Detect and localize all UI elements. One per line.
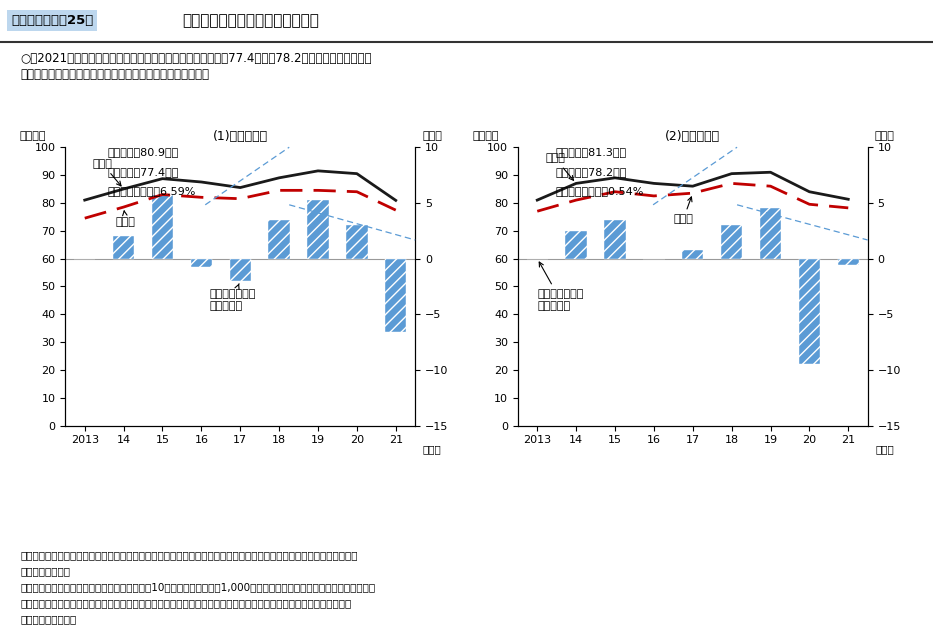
Text: 資料出所　厚生労働省「民間主要企業（夏季・年末）一時金妥結状況」をもとに厚生労働省政策統括官付政策統括室にて: 資料出所 厚生労働省「民間主要企業（夏季・年末）一時金妥結状況」をもとに厚生労働… [21,550,358,561]
Text: ある。: ある。 [21,614,77,625]
Text: （％）: （％） [875,131,895,141]
Bar [838,259,859,264]
Text: 妥結顥: 妥結顥 [116,211,135,227]
Text: 要求顥：　81.3万円: 要求顥： 81.3万円 [555,147,626,157]
Bar [799,259,820,364]
Text: 妥結顥の前年比
（右目盛）: 妥結顥の前年比 （右目盛） [209,284,256,310]
Bar [346,225,368,259]
Text: （％）: （％） [422,131,442,141]
Title: (1)夏季一時金: (1)夏季一時金 [213,131,268,143]
Text: 夏季・年末一時金妥結状況の推移: 夏季・年末一時金妥結状況の推移 [182,13,319,28]
Text: ○　2021年の夏季一時金、年末一時金の妥結顥は、それぞれ77.4万円、78.2万円となり、夏季一時: ○ 2021年の夏季一時金、年末一時金の妥結顥は、それぞれ77.4万円、78.2… [21,52,372,65]
Bar [230,259,251,281]
Text: 妥結顥前年比：－6.59%: 妥結顥前年比：－6.59% [107,186,196,196]
Text: （万円）: （万円） [20,131,47,141]
Bar [721,225,743,259]
Bar [565,231,587,259]
Bar [307,200,328,259]
Bar [113,236,134,259]
Text: ２）要求顥は、月数要求・ポイント要求など要求顥が不明な企業を除き、要求顥が把握できた企業の平均顥で: ２）要求顥は、月数要求・ポイント要求など要求顥が不明な企業を除き、要求顥が把握で… [21,598,352,609]
Text: 金は３年連続、年末一時金は２年連続の減少となった。: 金は３年連続、年末一時金は２年連続の減少となった。 [21,68,210,81]
Text: 要求顥: 要求顥 [92,159,121,186]
Text: 第１－（３）－25図: 第１－（３）－25図 [11,14,93,27]
Bar [605,220,626,259]
Bar [759,209,781,259]
Text: （年）: （年） [875,444,894,454]
Text: 妥結顥：　77.4万円: 妥結顥： 77.4万円 [107,166,179,177]
Bar [190,259,212,268]
Text: （注）　１）集計対象は、原則として、資本金10億円以上かつ従業吴1,000人以上の労働組合がある企業（加重平均）。: （注） １）集計対象は、原則として、資本金10億円以上かつ従業吴1,000人以上… [21,582,376,593]
Text: 妥結顥：　78.2万円: 妥結顥： 78.2万円 [555,166,627,177]
Text: 妥結顥の前年比
（右目盛）: 妥結顥の前年比 （右目盛） [537,262,584,310]
Text: 妥結顥前年比：－0.54%: 妥結顥前年比：－0.54% [555,186,644,196]
Bar [152,195,174,259]
Text: 妥結顥: 妥結顥 [674,197,693,225]
Text: 要求顥: 要求顥 [545,153,574,180]
Text: 要求顥：　80.9万円: 要求顥： 80.9万円 [107,147,179,157]
Text: （万円）: （万円） [472,131,499,141]
Title: (2)年末一時金: (2)年末一時金 [665,131,720,143]
Bar [269,220,290,259]
Text: 作成: 作成 [21,566,71,577]
Text: （年）: （年） [423,444,441,454]
Bar [682,250,703,259]
Bar [385,259,407,332]
